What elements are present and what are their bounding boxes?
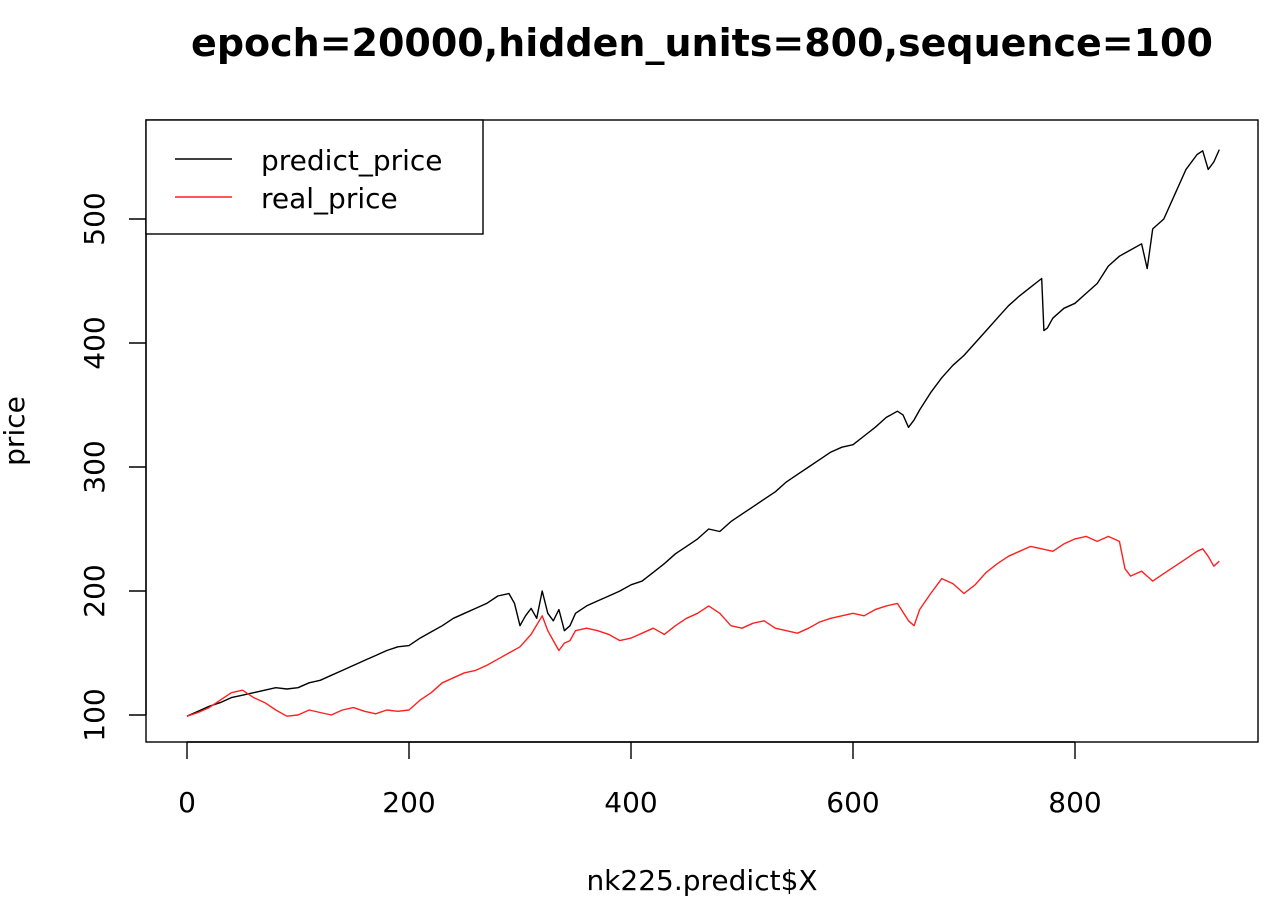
x-tick-label: 600 bbox=[826, 786, 879, 819]
legend-label-predict-price: predict_price bbox=[261, 144, 443, 177]
x-tick-label: 400 bbox=[604, 786, 657, 819]
x-tick-label: 800 bbox=[1048, 786, 1101, 819]
legend: predict_price real_price bbox=[145, 119, 484, 235]
y-axis-ticks: 100 200 300 400 500 bbox=[78, 192, 146, 742]
x-tick-label: 200 bbox=[382, 786, 435, 819]
y-tick-label: 300 bbox=[78, 440, 111, 493]
y-tick-label: 100 bbox=[78, 688, 111, 741]
series-line-predict-price bbox=[186, 149, 1220, 717]
y-tick-label: 200 bbox=[78, 564, 111, 617]
y-axis-label: price bbox=[0, 396, 31, 466]
legend-box bbox=[145, 119, 484, 235]
chart-title: epoch=20000,hidden_units=800,sequence=10… bbox=[191, 21, 1213, 65]
series-line-real-price bbox=[186, 535, 1220, 717]
y-tick-label: 400 bbox=[78, 316, 111, 369]
x-tick-label: 0 bbox=[178, 786, 196, 819]
x-axis-label: nk225.predict$X bbox=[586, 864, 817, 897]
x-axis-ticks: 0 200 400 600 800 bbox=[178, 742, 1102, 819]
y-tick-label: 500 bbox=[78, 192, 111, 245]
legend-label-real-price: real_price bbox=[261, 182, 398, 215]
series-layer bbox=[186, 149, 1220, 717]
